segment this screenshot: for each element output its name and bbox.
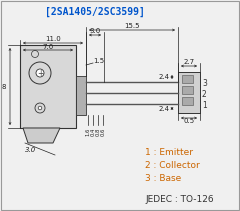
Text: 2 : Collector: 2 : Collector <box>145 161 200 170</box>
Circle shape <box>29 62 51 84</box>
Circle shape <box>31 50 38 58</box>
Bar <box>182 75 193 83</box>
Text: 2: 2 <box>202 89 207 99</box>
Text: 15.5: 15.5 <box>124 23 140 29</box>
Text: 1: 1 <box>202 100 207 110</box>
Text: JEDEC : TO-126: JEDEC : TO-126 <box>145 195 214 204</box>
Text: 1 : Emitter: 1 : Emitter <box>145 148 193 157</box>
Text: 2.7: 2.7 <box>183 59 195 65</box>
Polygon shape <box>23 128 60 143</box>
Circle shape <box>35 103 45 113</box>
Text: 3.0: 3.0 <box>89 28 101 34</box>
Bar <box>182 97 193 105</box>
Text: 3.0: 3.0 <box>25 147 36 153</box>
Text: 11.0: 11.0 <box>45 36 61 42</box>
Text: 3: 3 <box>202 78 207 88</box>
Text: 7.0: 7.0 <box>42 44 54 50</box>
Text: 2.4: 2.4 <box>159 74 170 80</box>
Bar <box>178 72 200 113</box>
Text: 1.6: 1.6 <box>85 128 90 136</box>
Text: 0.8: 0.8 <box>96 128 101 136</box>
Bar <box>76 76 86 115</box>
Text: 3 : Base: 3 : Base <box>145 174 181 183</box>
Bar <box>20 45 76 128</box>
Bar <box>182 86 193 94</box>
Text: 0.6: 0.6 <box>101 128 106 136</box>
Text: +: + <box>37 69 43 77</box>
Text: 0.4: 0.4 <box>90 128 96 136</box>
Circle shape <box>36 69 44 77</box>
Text: [2SA1405/2SC3599]: [2SA1405/2SC3599] <box>45 7 145 17</box>
Text: 1.5: 1.5 <box>93 58 104 64</box>
Text: 0.5: 0.5 <box>183 118 195 124</box>
Text: 8: 8 <box>1 84 6 89</box>
Text: 2.4: 2.4 <box>159 106 170 111</box>
Circle shape <box>38 106 42 110</box>
